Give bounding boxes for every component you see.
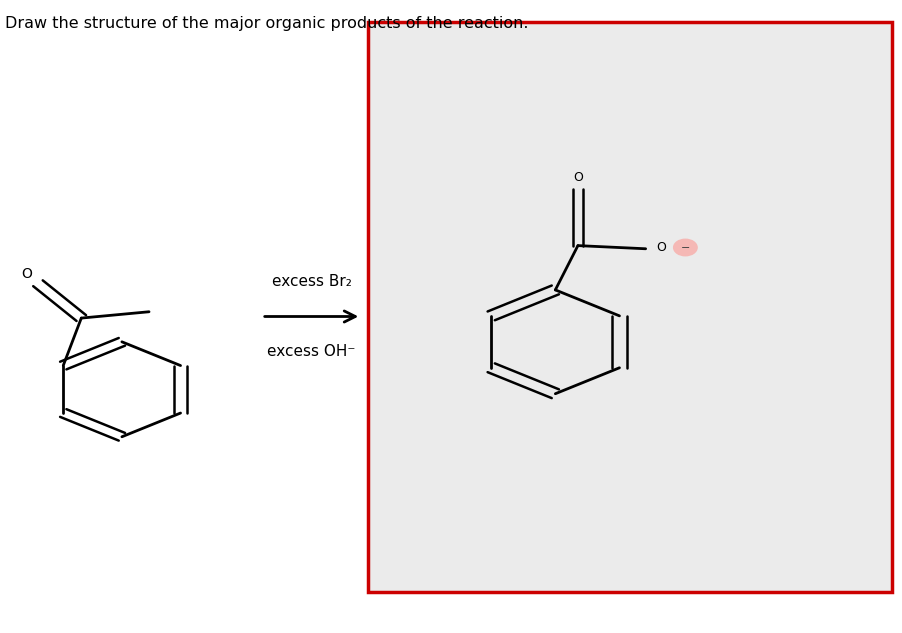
FancyBboxPatch shape <box>368 22 891 592</box>
Text: O: O <box>21 266 32 281</box>
Text: Draw the structure of the major organic products of the reaction.: Draw the structure of the major organic … <box>5 16 528 31</box>
Circle shape <box>673 239 696 256</box>
Text: excess Br₂: excess Br₂ <box>272 274 351 289</box>
Text: excess OH⁻: excess OH⁻ <box>267 344 355 359</box>
Text: O: O <box>656 241 665 254</box>
Text: −: − <box>680 242 689 253</box>
Text: O: O <box>573 171 582 184</box>
